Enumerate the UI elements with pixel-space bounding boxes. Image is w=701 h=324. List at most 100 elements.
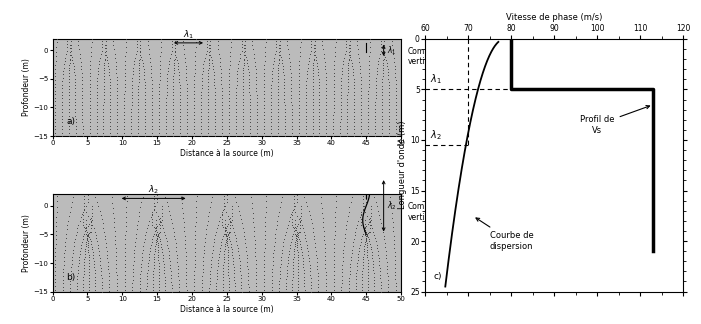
Point <box>362 249 373 255</box>
Point <box>119 272 130 278</box>
Point <box>238 233 250 238</box>
Point <box>210 233 221 238</box>
Point <box>224 99 235 104</box>
Point <box>147 106 158 111</box>
Point <box>104 76 115 81</box>
Point <box>279 177 290 182</box>
Point <box>212 267 223 272</box>
Point <box>148 269 159 274</box>
Point <box>49 113 60 118</box>
Point <box>368 274 379 279</box>
Point <box>229 277 240 283</box>
Point <box>149 226 161 231</box>
Point <box>146 71 157 76</box>
Point <box>105 189 116 194</box>
Point <box>286 96 297 101</box>
Point <box>176 200 187 205</box>
Point <box>390 102 402 108</box>
Point <box>196 113 207 118</box>
Point <box>272 99 283 105</box>
Point <box>72 42 83 47</box>
Point <box>215 214 226 220</box>
Point <box>141 283 152 288</box>
Point <box>132 218 144 223</box>
Point <box>119 92 130 97</box>
Point <box>125 113 137 118</box>
Point <box>279 123 290 128</box>
Point <box>166 41 177 47</box>
Text: $\lambda_2$: $\lambda_2$ <box>430 128 442 142</box>
Point <box>118 127 130 132</box>
Point <box>155 219 166 225</box>
Point <box>51 36 62 41</box>
Point <box>329 228 340 233</box>
Point <box>352 257 363 262</box>
Point <box>357 275 368 280</box>
Point <box>217 133 228 139</box>
Point <box>282 260 293 266</box>
Point <box>119 261 130 266</box>
Point <box>104 127 116 132</box>
Point <box>164 255 175 260</box>
Point <box>119 70 130 75</box>
Point <box>378 52 389 58</box>
Point <box>349 177 360 182</box>
Point <box>302 203 313 209</box>
Point <box>77 106 88 111</box>
Point <box>189 233 200 238</box>
Point <box>64 209 75 214</box>
Point <box>89 265 100 270</box>
Point <box>360 232 371 237</box>
Point <box>174 79 185 85</box>
Point <box>355 71 366 76</box>
Point <box>343 56 355 61</box>
Point <box>224 226 236 231</box>
Point <box>76 63 87 68</box>
Point <box>247 215 259 220</box>
Point <box>139 99 151 105</box>
Point <box>386 200 397 205</box>
Point <box>289 203 300 209</box>
Point <box>181 74 192 79</box>
Point <box>278 70 289 75</box>
Point <box>378 42 389 48</box>
Point <box>383 79 394 85</box>
Point <box>83 272 95 277</box>
Point <box>154 237 165 242</box>
Point <box>147 96 158 101</box>
Point <box>224 92 235 97</box>
Point <box>177 215 189 220</box>
Point <box>376 96 388 101</box>
Point <box>300 106 311 111</box>
Point <box>352 260 363 266</box>
Point <box>275 55 287 60</box>
Point <box>259 62 270 67</box>
Point <box>168 99 179 105</box>
Text: a): a) <box>67 117 76 126</box>
Point <box>353 254 364 260</box>
Point <box>286 102 297 108</box>
Point <box>376 130 388 135</box>
Point <box>137 60 149 65</box>
Point <box>97 221 108 226</box>
Point <box>139 86 151 91</box>
Point <box>147 85 158 90</box>
Point <box>84 230 95 235</box>
Point <box>355 113 367 118</box>
Point <box>181 81 192 87</box>
Point <box>217 291 228 296</box>
Point <box>243 73 254 78</box>
Point <box>111 88 123 94</box>
Point <box>281 270 292 275</box>
Point <box>214 248 225 253</box>
Point <box>159 284 170 289</box>
Point <box>154 275 165 280</box>
Point <box>154 127 165 132</box>
Point <box>303 58 314 64</box>
Point <box>238 60 250 65</box>
Point <box>365 207 376 212</box>
Point <box>69 83 81 88</box>
Point <box>196 133 207 139</box>
Point <box>70 170 81 175</box>
Point <box>224 70 235 75</box>
